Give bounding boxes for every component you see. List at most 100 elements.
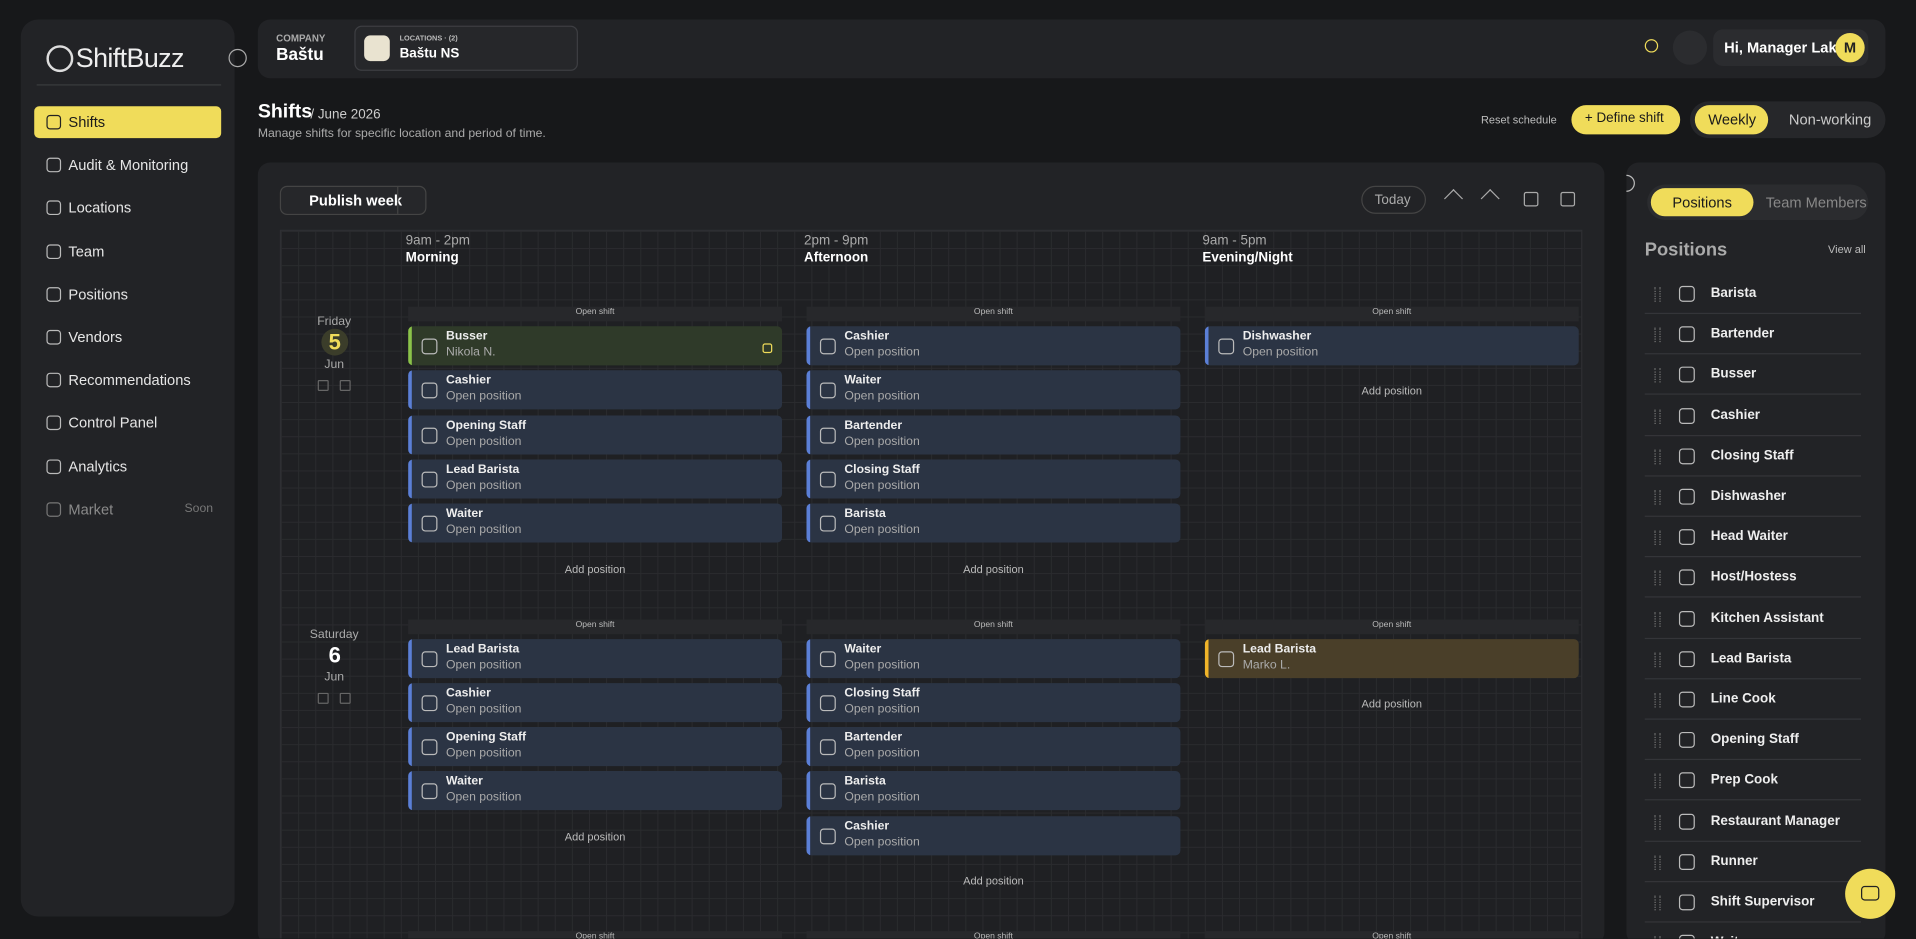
position-row[interactable]: Runner [1644,844,1862,882]
position-row[interactable]: Line Cook [1644,682,1862,720]
position-row[interactable]: Barista [1644,276,1862,315]
shift-card[interactable]: Cashier Open position [806,326,1181,366]
position-row[interactable]: Busser [1644,357,1862,396]
view-weekly[interactable]: Weekly [1694,105,1769,135]
define-label: + Define shift [1584,111,1664,126]
open-shift-label[interactable]: Open shift [1372,620,1412,629]
nav-item[interactable]: Analytics [34,450,221,482]
open-shift-label[interactable]: Open shift [1372,307,1412,317]
position-row[interactable]: Opening Staff [1644,722,1862,761]
tab-label: Positions [1672,194,1732,212]
reset-button[interactable]: Reset schedule [1480,113,1557,126]
add-position[interactable]: Add position [963,562,1024,575]
shift-card[interactable]: Cashier Open position [408,370,783,410]
add-position[interactable]: Add position [1361,697,1423,710]
shift-role: Waiter [844,642,882,656]
nav-item[interactable]: Audit & Monitoring [34,149,221,181]
add-position[interactable]: Add position [963,874,1024,888]
icon [1678,285,1695,302]
day-weekday: Friday [317,315,352,329]
assistant-button[interactable] [1845,868,1896,919]
shift-card[interactable]: Closing Staff Open position [806,682,1181,722]
position-row[interactable]: Kitchen Assistant [1644,601,1862,639]
view-icon[interactable] [1560,191,1576,207]
positions-panel: Positions Team Members Positions View all Ba… [1626,162,1886,939]
position-row[interactable]: Bartender [1644,317,1862,355]
nav-label: Locations [68,199,132,217]
shift-card[interactable]: Bartender Open position [806,727,1181,767]
panel-toggle[interactable] [1626,174,1635,192]
position-row[interactable]: Prep Cook [1644,763,1862,801]
shift-card[interactable]: Opening Staff Open position [408,727,783,767]
tab-label[interactable]: Team Members [1765,194,1867,212]
shift-card[interactable]: Bartender Open position [806,414,1181,455]
position-row[interactable]: Head Waiter [1644,520,1862,558]
open-shift-label[interactable]: Open shift [575,307,615,317]
shift-card[interactable]: Waiter Open position [806,370,1181,410]
shift-card[interactable]: Busser Nikola N. [408,326,783,366]
shift-card[interactable]: Cashier Open position [408,682,783,722]
shift-detail: Open position [844,345,920,360]
open-shift-label[interactable]: Open shift [973,932,1013,939]
shift-card[interactable]: Lead Barista Open position [408,459,783,499]
open-shift-label[interactable]: Open shift [973,307,1013,317]
position-row[interactable]: Host/Hostess [1644,560,1862,599]
shift-role: Busser [446,329,488,344]
define-button[interactable]: + Define shift [1571,105,1681,135]
shift-card[interactable]: Waiter Open position [408,771,783,811]
view-all[interactable]: View all [1828,243,1866,256]
position-row[interactable]: Waiter [1645,925,1861,939]
position-row[interactable]: Restaurant Manager [1644,804,1862,842]
add-position[interactable]: Add position [564,562,626,575]
position-row[interactable]: Closing Staff [1644,438,1862,477]
shift-card[interactable]: Dishwasher Open position [1204,326,1579,366]
open-shift-label[interactable]: Open shift [575,932,615,939]
nav-item[interactable]: Control Panel [34,407,221,439]
nav-item[interactable]: Positions [34,278,221,310]
shift-card[interactable]: Lead Barista Open position [408,638,783,678]
position-row[interactable]: Lead Barista [1644,641,1862,680]
position-row[interactable]: Cashier [1644,398,1862,436]
shift-card[interactable]: Opening Staff Open position [408,414,783,455]
open-shift-label[interactable]: Open shift [973,620,1013,629]
nav-label: Control Panel [68,414,158,432]
nav-arrow[interactable] [1443,189,1464,209]
position-row[interactable]: Dishwasher [1644,479,1862,517]
shift-card[interactable]: Waiter Open position [408,503,783,543]
nav-item[interactable]: Vendors [34,321,221,353]
notifications[interactable] [1672,30,1708,65]
nav-item[interactable]: Team [34,235,221,267]
icon [1678,448,1695,465]
drag-dots [1654,611,1661,627]
user-menu[interactable]: Hi, Manager Laki M [1713,29,1869,66]
add-position[interactable]: Add position [1361,385,1423,398]
position-name: Cashier [1710,407,1761,423]
shift-card[interactable]: Closing Staff Open position [806,459,1181,499]
nav-item[interactable]: Recommendations [34,364,221,396]
icon [1218,338,1235,355]
collapse-button[interactable] [228,48,247,68]
icon [819,338,836,355]
nav-item[interactable]: Locations [34,192,221,224]
open-shift-label[interactable]: Open shift [575,620,615,629]
shift-card[interactable]: Waiter Open position [806,638,1181,678]
publish-button[interactable]: Publish week [279,185,427,216]
shift-role: Lead Barista [446,462,520,477]
open-shift-strip [1204,306,1579,322]
nav-item[interactable]: Shifts [34,106,222,139]
icon [762,343,773,354]
position-row[interactable]: Shift Supervisor [1644,885,1862,923]
shift-card[interactable]: Barista Open position [806,503,1181,543]
today-button[interactable]: Today [1361,185,1427,214]
location-select[interactable]: LOCATIONS · (2) Baštu NS [354,25,578,71]
column-name: Morning [405,250,459,266]
view-icon[interactable] [1523,191,1539,207]
shift-card[interactable]: Lead Barista Marko L. [1204,638,1579,678]
shift-card[interactable]: Cashier Open position [806,815,1181,855]
view-label[interactable]: Non-working [1788,111,1872,129]
open-shift-label[interactable]: Open shift [1372,932,1412,939]
nav-arrow[interactable] [1480,189,1500,209]
tab-active[interactable]: Positions [1650,188,1754,217]
add-position[interactable]: Add position [564,830,626,843]
shift-card[interactable]: Barista Open position [806,771,1181,811]
